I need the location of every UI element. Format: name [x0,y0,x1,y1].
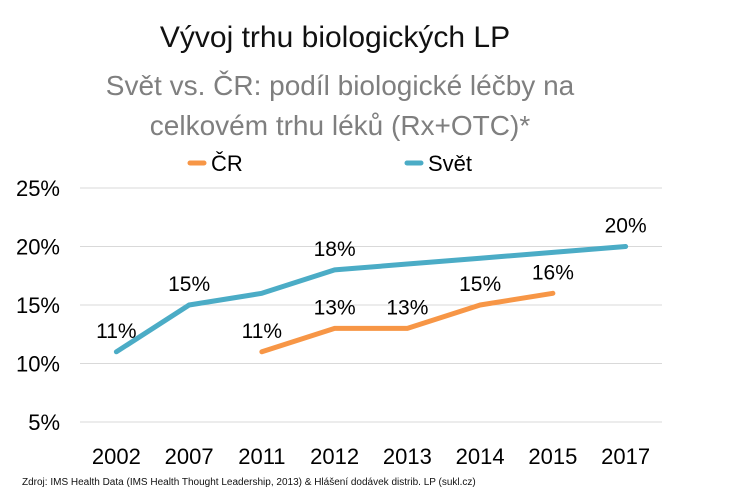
data-label: 15% [459,273,501,296]
data-label: 13% [314,296,356,319]
y-tick-label: 25% [16,176,60,201]
x-tick-label: 2014 [456,444,505,469]
source-note: Zdroj: IMS Health Data (IMS Health Thoug… [22,477,476,488]
data-label: 11% [242,320,282,343]
data-labels: 11% 13% 13% 15% 16% 11% 15% 18% 20% [96,215,647,343]
data-label: 15% [168,273,210,296]
grid-lines [80,187,662,423]
data-label: 13% [386,296,428,319]
data-label: 11% [96,320,136,343]
legend-label: Svět [428,151,472,176]
chart-title: Vývoj trhu biologických LP [159,21,511,54]
x-tick-label: 2012 [310,444,359,469]
legend: ČR Svět [187,151,472,176]
y-tick-label: 20% [16,235,60,260]
x-tick-label: 2017 [601,444,650,469]
x-tick-label: 2002 [92,444,141,469]
subtitle-line-1: Svět vs. ČR: podíl biologické léčby na [105,70,575,101]
legend-label: ČR [211,151,243,176]
series-line-svet [113,244,629,355]
data-label: 18% [314,238,356,261]
data-label: 20% [605,215,647,238]
chart-subtitle: Svět vs. ČR: podíl biologické léčby na c… [0,66,680,146]
series [113,244,629,355]
x-tick-label: 2015 [528,444,577,469]
data-label: 16% [532,261,574,284]
y-tick-label: 5% [28,410,60,435]
x-tick-label: 2011 [238,444,285,469]
subtitle-line-2: celkovém trhu léků (Rx+OTC)* [149,110,531,141]
axes: 5% 10% 15% 20% 25% 2002 2007 2011 2012 2013 2014 20… [16,176,650,469]
y-tick-label: 15% [16,293,60,318]
x-tick-label: 2007 [165,444,214,469]
y-tick-label: 10% [16,352,60,377]
x-tick-label: 2013 [383,444,432,469]
